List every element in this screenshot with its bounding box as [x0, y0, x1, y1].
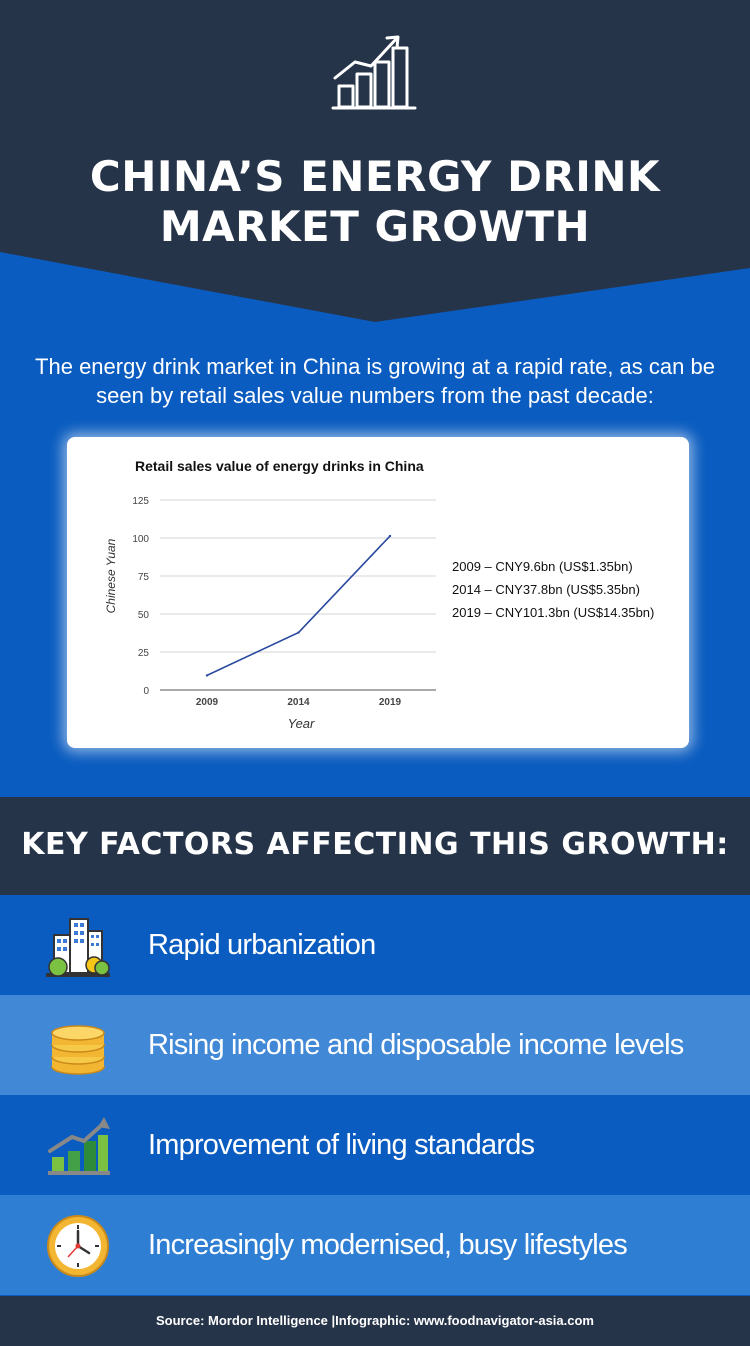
key-factors-band: KEY FACTORS AFFECTING THIS GROWTH:	[0, 797, 750, 895]
page-title: CHINA’S ENERGY DRINK MARKET GROWTH	[0, 152, 750, 252]
chart-note-2019: 2019 – CNY101.3bn (US$14.35bn)	[452, 605, 655, 620]
x-tick-label: 2019	[379, 697, 402, 708]
y-tick-label: 0	[143, 686, 149, 697]
title-line-1: CHINA’S ENERGY DRINK	[89, 152, 661, 201]
series-line-0	[206, 535, 391, 677]
data-point-2009	[205, 674, 209, 677]
line-chart: 0 25 50 75 100 125 2009 2014 2019 Year Chinese Yua…	[104, 496, 436, 731]
key-factors-heading: KEY FACTORS AFFECTING THIS GROWTH:	[21, 827, 729, 862]
y-tick-label: 25	[138, 648, 150, 659]
y-tick-label: 100	[132, 534, 149, 545]
title-line-2: MARKET GROWTH	[159, 202, 591, 251]
chart-note-2014: 2014 – CNY37.8bn (US$5.35bn)	[452, 582, 640, 597]
x-tick-label: 2009	[196, 697, 219, 708]
factor-row-lifestyles: Increasingly modernised, busy lifestyles	[0, 1195, 750, 1295]
chart-title: Retail sales value of energy drinks in C…	[135, 458, 424, 474]
chart-card: 0 25 50 75 100 125 2009 2014 2019 Year Chinese Yua…	[67, 437, 689, 748]
x-axis-label: Year	[288, 716, 315, 731]
factor-label-lifestyles: Increasingly modernised, busy lifestyles	[148, 1229, 628, 1261]
factor-row-urbanization: Rapid urbanization	[0, 895, 750, 995]
y-axis-label: Chinese Yuan	[104, 538, 118, 613]
factor-row-income: Rising income and disposable income leve…	[0, 995, 750, 1095]
chart-notes: 2009 – CNY9.6bn (US$1.35bn) 2014 – CNY37…	[452, 555, 654, 624]
data-point-2014	[297, 631, 300, 634]
coin-stack-icon	[51, 1025, 105, 1075]
factor-label-urbanization: Rapid urbanization	[148, 929, 376, 961]
x-tick-label: 2014	[287, 697, 310, 708]
header: CHINA’S ENERGY DRINK MARKET GROWTH	[0, 0, 750, 330]
chart-note-2009: 2009 – CNY9.6bn (US$1.35bn)	[452, 559, 633, 574]
growth-chart-icon	[331, 35, 417, 110]
footer: Source: Mordor Intelligence |Infographic…	[0, 1296, 750, 1346]
growth-bars-icon	[48, 1117, 110, 1175]
factor-label-income: Rising income and disposable income leve…	[148, 1029, 684, 1061]
factor-label-living-standards: Improvement of living standards	[148, 1129, 535, 1161]
y-tick-label: 75	[138, 572, 150, 583]
y-tick-label: 125	[132, 496, 149, 507]
y-tick-label: 50	[138, 610, 150, 621]
factor-row-living-standards: Improvement of living standards	[0, 1095, 750, 1195]
intro-text: The energy drink market in China is grow…	[35, 354, 715, 408]
clock-icon	[47, 1215, 109, 1277]
source-credit: Source: Mordor Intelligence |Infographic…	[156, 1313, 594, 1328]
city-buildings-icon	[46, 918, 110, 977]
data-point-2019	[388, 534, 392, 538]
header-background	[0, 0, 750, 322]
